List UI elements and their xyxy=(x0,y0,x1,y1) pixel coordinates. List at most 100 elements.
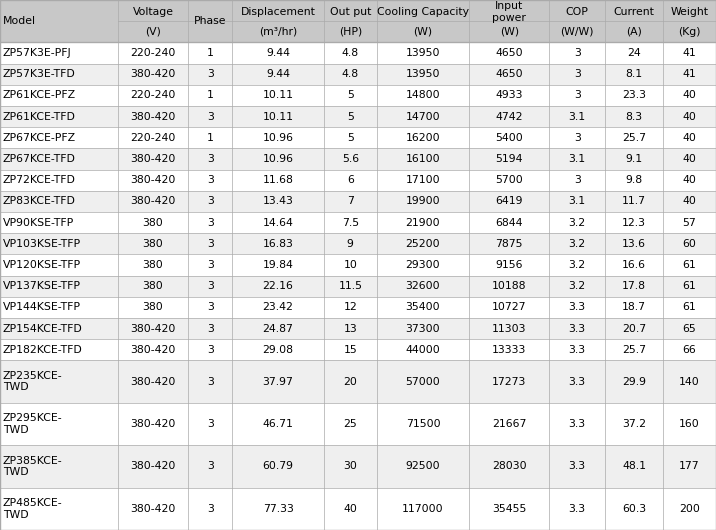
Text: VP90KSE-TFP: VP90KSE-TFP xyxy=(3,218,74,227)
Text: 1: 1 xyxy=(207,133,213,143)
Text: 13950: 13950 xyxy=(406,48,440,58)
Text: 16200: 16200 xyxy=(406,133,440,143)
Text: 13.6: 13.6 xyxy=(622,239,646,249)
Text: 7.5: 7.5 xyxy=(342,218,359,227)
Text: ZP295KCE-
TWD: ZP295KCE- TWD xyxy=(3,413,62,435)
Text: 35455: 35455 xyxy=(492,504,526,514)
Text: 19.84: 19.84 xyxy=(263,260,294,270)
Bar xyxy=(0,339,716,360)
Text: 9.44: 9.44 xyxy=(266,69,290,79)
Text: 3: 3 xyxy=(207,175,213,185)
Text: 37.97: 37.97 xyxy=(263,377,294,386)
Text: 40: 40 xyxy=(344,504,357,514)
Text: 4650: 4650 xyxy=(495,48,523,58)
Text: 3.2: 3.2 xyxy=(569,218,586,227)
Text: 19900: 19900 xyxy=(406,197,440,206)
Text: 3.1: 3.1 xyxy=(569,112,586,121)
Bar xyxy=(0,276,716,297)
Text: 5400: 5400 xyxy=(495,133,523,143)
Text: 25200: 25200 xyxy=(406,239,440,249)
Text: 13950: 13950 xyxy=(406,69,440,79)
Text: 3.1: 3.1 xyxy=(569,197,586,206)
Text: 18.7: 18.7 xyxy=(622,303,646,312)
Bar xyxy=(0,85,716,106)
Text: 14800: 14800 xyxy=(406,91,440,100)
Text: (W/W): (W/W) xyxy=(561,27,594,37)
Bar xyxy=(0,488,716,530)
Text: 13.43: 13.43 xyxy=(263,197,294,206)
Text: 24: 24 xyxy=(627,48,641,58)
Text: 60: 60 xyxy=(682,239,697,249)
Text: 66: 66 xyxy=(682,345,697,355)
Text: 3.3: 3.3 xyxy=(569,504,586,514)
Text: 92500: 92500 xyxy=(406,462,440,471)
Bar xyxy=(0,403,716,445)
Text: 3: 3 xyxy=(207,260,213,270)
Text: 20: 20 xyxy=(344,377,357,386)
Bar xyxy=(0,318,716,339)
Text: 77.33: 77.33 xyxy=(263,504,294,514)
Text: 29300: 29300 xyxy=(406,260,440,270)
Text: 3: 3 xyxy=(207,112,213,121)
Text: (HP): (HP) xyxy=(339,27,362,37)
Text: 8.3: 8.3 xyxy=(625,112,642,121)
Text: 57000: 57000 xyxy=(405,377,440,386)
Text: 220-240: 220-240 xyxy=(130,133,175,143)
Text: 380-420: 380-420 xyxy=(130,345,175,355)
Text: 10.11: 10.11 xyxy=(263,91,294,100)
Text: 15: 15 xyxy=(344,345,357,355)
Text: 140: 140 xyxy=(679,377,700,386)
Text: Model: Model xyxy=(3,16,36,26)
Text: 200: 200 xyxy=(679,504,700,514)
Text: ZP67KCE-PFZ: ZP67KCE-PFZ xyxy=(3,133,76,143)
Text: 8.1: 8.1 xyxy=(625,69,642,79)
Text: 7: 7 xyxy=(347,197,354,206)
Text: 46.71: 46.71 xyxy=(263,419,294,429)
Text: 16.83: 16.83 xyxy=(263,239,294,249)
Text: ZP83KCE-TFD: ZP83KCE-TFD xyxy=(3,197,76,206)
Text: ZP154KCE-TFD: ZP154KCE-TFD xyxy=(3,324,82,333)
Text: 10.96: 10.96 xyxy=(263,154,294,164)
Text: 6844: 6844 xyxy=(495,218,523,227)
Text: 3.3: 3.3 xyxy=(569,303,586,312)
Text: 3.3: 3.3 xyxy=(569,345,586,355)
Text: ZP67KCE-TFD: ZP67KCE-TFD xyxy=(3,154,76,164)
Text: 3: 3 xyxy=(207,218,213,227)
Text: 3.3: 3.3 xyxy=(569,462,586,471)
Text: 5: 5 xyxy=(347,91,354,100)
Text: 61: 61 xyxy=(682,303,697,312)
Text: 6: 6 xyxy=(347,175,354,185)
Text: 71500: 71500 xyxy=(406,419,440,429)
Text: 3: 3 xyxy=(574,69,581,79)
Text: 11.68: 11.68 xyxy=(263,175,294,185)
Text: 380: 380 xyxy=(142,303,163,312)
Text: VP103KSE-TFP: VP103KSE-TFP xyxy=(3,239,81,249)
Text: 21667: 21667 xyxy=(492,419,526,429)
Text: 3: 3 xyxy=(207,239,213,249)
Text: 22.16: 22.16 xyxy=(263,281,294,291)
Text: 21900: 21900 xyxy=(406,218,440,227)
Text: 12: 12 xyxy=(344,303,357,312)
Bar xyxy=(0,148,716,170)
Text: 3: 3 xyxy=(207,462,213,471)
Text: 10.96: 10.96 xyxy=(263,133,294,143)
Text: (W): (W) xyxy=(413,27,432,37)
Text: 11.5: 11.5 xyxy=(339,281,362,291)
Text: 4650: 4650 xyxy=(495,69,523,79)
Text: 3: 3 xyxy=(574,175,581,185)
Bar xyxy=(0,360,716,403)
Text: 20.7: 20.7 xyxy=(622,324,646,333)
Text: 3: 3 xyxy=(574,48,581,58)
Text: 117000: 117000 xyxy=(402,504,444,514)
Text: VP144KSE-TFP: VP144KSE-TFP xyxy=(3,303,81,312)
Text: 3: 3 xyxy=(207,419,213,429)
Text: 380: 380 xyxy=(142,260,163,270)
Text: 41: 41 xyxy=(682,48,697,58)
Text: (m³/hr): (m³/hr) xyxy=(259,27,297,37)
Text: 6419: 6419 xyxy=(495,197,523,206)
Text: 4.8: 4.8 xyxy=(342,69,359,79)
Text: 25: 25 xyxy=(344,419,357,429)
Text: 14700: 14700 xyxy=(406,112,440,121)
Text: 40: 40 xyxy=(682,154,697,164)
Text: 380: 380 xyxy=(142,239,163,249)
